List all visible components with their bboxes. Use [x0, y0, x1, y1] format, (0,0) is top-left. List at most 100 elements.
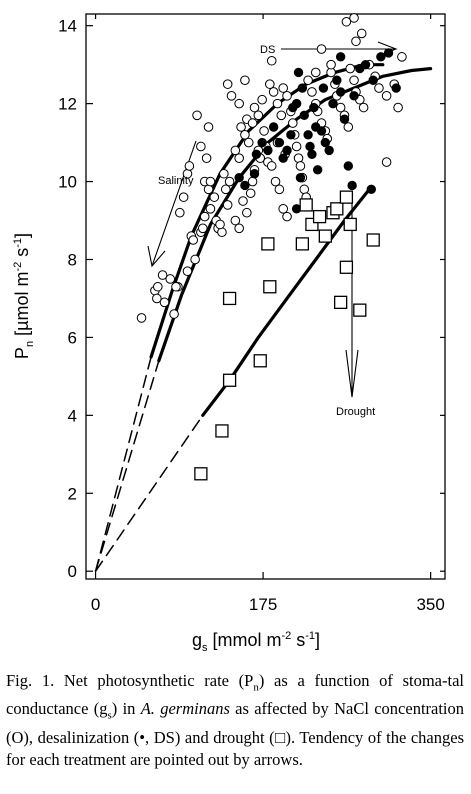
- nacl-point: [184, 161, 195, 171]
- nacl-point: [381, 91, 392, 101]
- nacl-point: [351, 36, 361, 47]
- drought-point: [334, 295, 348, 309]
- nacl-point: [220, 184, 231, 195]
- scatter-chart: 0 2 4 6 8 10 12 14 0 175 350 Salinity DS Drought P…: [12, 13, 446, 654]
- x-axis-title: gs [mmol m-2 s-1]: [192, 630, 320, 654]
- y-tick-label: 6: [68, 328, 77, 347]
- annotation-ds: DS: [260, 44, 275, 56]
- desalinization-point: [291, 98, 302, 109]
- nacl-point: [291, 141, 302, 152]
- nacl-point: [295, 161, 306, 171]
- nacl-point: [136, 313, 147, 323]
- drought-arrow-head: [345, 349, 359, 398]
- figure-caption: Fig. 1. Net photosynthetic rate (Pn) as …: [6, 671, 465, 769]
- desalinization-point: [366, 184, 376, 195]
- nacl-point: [215, 219, 225, 230]
- desalinization-point: [240, 180, 250, 191]
- salinity-arrow-shaft: [151, 140, 197, 267]
- drought-point: [222, 291, 237, 306]
- nacl-point: [240, 75, 250, 86]
- plot-area-frame: [85, 13, 446, 580]
- nacl-point: [349, 13, 359, 23]
- nacl-point: [238, 196, 248, 206]
- nacl-point: [249, 102, 260, 113]
- desalinization-point: [383, 48, 394, 58]
- desalinization-point: [305, 141, 315, 152]
- desalinization-point: [303, 130, 313, 140]
- nacl-point: [276, 110, 287, 121]
- desalinization-point: [347, 180, 357, 191]
- nacl-point: [209, 192, 220, 202]
- x-tick-label: 0: [91, 595, 100, 614]
- nacl-point: [278, 83, 289, 93]
- drought-point: [222, 373, 237, 387]
- nacl-point: [242, 207, 252, 218]
- nacl-point: [278, 204, 289, 214]
- nacl-point: [358, 102, 369, 113]
- desalinization-point: [324, 145, 334, 156]
- desalinization-point: [286, 130, 296, 140]
- desalinization-point: [349, 91, 359, 101]
- annotation-salinity: Salinity: [158, 175, 194, 187]
- desalinization-point: [268, 122, 279, 132]
- desalinization-point: [320, 137, 331, 148]
- y-tick-label: 4: [68, 406, 77, 425]
- nacl-point: [341, 16, 352, 27]
- nacl-point: [240, 129, 250, 140]
- nacl-point: [303, 75, 313, 86]
- nacl-point: [299, 184, 310, 195]
- x-tick-label: 350: [416, 595, 444, 614]
- nacl-point: [152, 293, 162, 304]
- desalinization-point: [318, 83, 329, 93]
- desalinization-point: [251, 149, 262, 159]
- nacl-point: [224, 176, 235, 187]
- salinity-arrow-head: [147, 245, 166, 268]
- desalinization-point: [249, 169, 260, 179]
- nacl-point: [175, 207, 185, 218]
- data-points: [136, 13, 407, 481]
- desalinization-point: [309, 102, 319, 113]
- desalinization-point: [293, 67, 304, 78]
- nacl-point: [178, 192, 189, 202]
- nacl-point: [259, 126, 269, 136]
- nacl-point: [349, 75, 359, 86]
- nacl-point: [205, 204, 216, 214]
- drought-point: [330, 202, 344, 216]
- desalinization-point: [307, 149, 317, 159]
- extrapolation-line: [94, 360, 160, 572]
- desalinization-point: [335, 87, 346, 97]
- nacl-point: [266, 55, 277, 66]
- desalinization-point: [368, 75, 378, 85]
- drought-point: [343, 217, 357, 232]
- nacl-point: [243, 137, 254, 148]
- fitted-curve: [157, 66, 433, 363]
- desalinization-point: [274, 137, 285, 148]
- nacl-point: [190, 254, 200, 265]
- nacl-point: [335, 102, 346, 113]
- x-tick-label: 175: [249, 595, 277, 614]
- drought-point: [366, 233, 380, 247]
- nacl-point: [257, 94, 267, 105]
- desalinization-point: [295, 172, 306, 183]
- nacl-point: [397, 52, 407, 62]
- nacl-point: [266, 161, 277, 171]
- desalinization-point: [391, 83, 401, 93]
- drought-point: [318, 229, 332, 243]
- desalinization-point: [312, 165, 323, 175]
- y-tick-label: 10: [58, 173, 77, 192]
- desalinization-point: [339, 114, 350, 124]
- desalinization-point: [343, 161, 354, 171]
- nacl-point: [203, 122, 214, 132]
- nacl-point: [381, 157, 392, 167]
- y-axis-title: Pn [µmol m-2 s-1]: [12, 233, 36, 359]
- nacl-point: [287, 118, 298, 128]
- nacl-point: [245, 188, 256, 199]
- nacl-point: [219, 168, 229, 179]
- nacl-point: [226, 91, 237, 101]
- nacl-point: [272, 98, 283, 109]
- nacl-point: [374, 83, 384, 93]
- desalinization-point: [376, 52, 386, 62]
- nacl-point: [343, 122, 354, 132]
- y-tick-label: 2: [68, 484, 77, 503]
- nacl-point: [188, 235, 199, 245]
